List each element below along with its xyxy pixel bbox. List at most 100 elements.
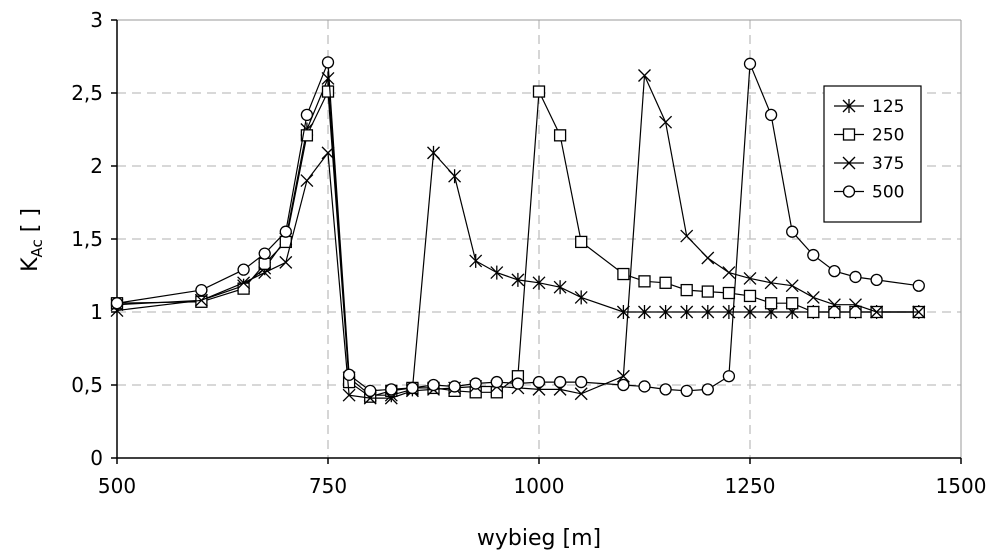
data-point-500 [722,370,736,383]
marker-stroke [194,293,208,307]
series-500 [110,56,925,397]
data-point-375 [279,255,293,269]
y-tick-label: 0,5 [71,373,103,397]
data-point-500 [490,375,503,389]
marker-stroke [300,174,314,188]
data-point-500 [469,377,482,390]
data-point-250 [849,305,862,319]
marker-stroke [849,298,862,312]
data-point-250 [575,235,588,249]
data-point-500 [701,383,714,396]
data-point-375 [806,290,820,304]
y-axis-title-subscript: Ac [28,239,46,257]
data-point-375 [701,251,715,265]
data-point-375 [237,276,251,290]
data-point-375 [194,293,208,307]
data-point-250 [722,286,736,300]
data-point-500 [364,384,377,397]
data-point-250 [490,386,503,399]
data-point-125 [659,305,673,319]
series-125 [110,71,926,403]
data-point-500 [385,383,398,396]
data-point-500 [342,368,356,381]
data-point-500 [575,375,588,389]
data-point-500 [764,108,778,122]
data-point-250 [701,285,714,298]
y-tick-label: 3 [90,8,103,32]
data-point-250 [807,305,820,319]
y-tick-label: 2,5 [71,81,103,105]
series-250 [110,85,925,403]
marker-stroke [321,146,335,160]
data-point-125 [321,71,335,86]
marker-stroke [638,69,651,82]
data-point-250 [659,276,672,289]
data-point-500 [321,56,335,69]
series-line-500 [116,62,919,392]
data-point-500 [448,380,461,393]
marker-stroke [785,279,799,293]
data-point-125 [743,305,757,319]
data-point-500 [279,225,292,238]
x-tick-label: 1000 [514,474,565,498]
data-point-250 [743,289,757,303]
data-point-250 [764,297,778,310]
data-point-125 [701,305,715,319]
data-point-125 [638,305,651,319]
marker-stroke [912,305,926,319]
data-point-125 [469,253,483,268]
data-point-375 [849,298,862,312]
data-point-500 [828,264,841,278]
legend-marker [842,185,856,198]
data-point-500 [195,283,208,297]
marker-stroke [827,298,841,312]
data-point-125 [490,265,504,280]
x-tick-label: 500 [98,474,136,498]
marker-stroke [616,369,630,383]
series-line-250 [116,89,919,398]
series-line-125 [116,78,919,396]
x-tick-label: 1500 [936,474,987,498]
data-point-500 [237,263,250,276]
data-point-250 [258,257,271,270]
legend-label: 125 [872,97,904,117]
data-point-375 [870,305,884,319]
legend-entry-375: 375 [834,154,904,174]
legend-entry-250: 250 [834,126,904,146]
data-point-125 [680,305,694,319]
data-point-125 [427,145,440,160]
legend-marker [842,99,856,113]
marker-stroke [258,266,272,280]
marker-stroke [659,115,673,129]
data-point-250 [195,295,208,308]
legend-label: 500 [872,183,904,203]
data-point-500 [680,384,693,397]
marker-stroke [842,156,856,170]
data-point-375 [743,271,757,285]
data-point-500 [110,297,124,310]
data-point-250 [786,297,799,310]
data-point-375 [659,115,673,129]
marker-stroke [806,290,820,304]
data-point-250 [680,283,693,297]
marker-stroke [764,276,778,290]
data-point-500 [849,270,862,284]
data-point-500 [912,279,925,292]
axis-layer: 0 0,5 1 1,5 2 2,5 3 500 750 1000 1250 1500 [71,8,986,498]
y-tick-label: 1,5 [71,227,103,251]
legend-marker [842,128,856,141]
x-tick-label: 1250 [725,474,776,498]
data-point-500 [807,248,820,262]
y-tick-label: 0 [90,446,103,470]
x-axis-title: wybieg [m] [477,526,601,551]
data-point-375 [574,387,588,401]
data-point-500 [300,108,314,122]
data-point-375 [342,388,356,402]
data-point-375 [785,279,799,293]
data-point-375 [912,305,926,319]
marker-stroke [279,255,293,269]
data-point-375 [321,146,335,160]
legend-label: 375 [872,154,904,174]
data-point-500 [406,381,419,395]
